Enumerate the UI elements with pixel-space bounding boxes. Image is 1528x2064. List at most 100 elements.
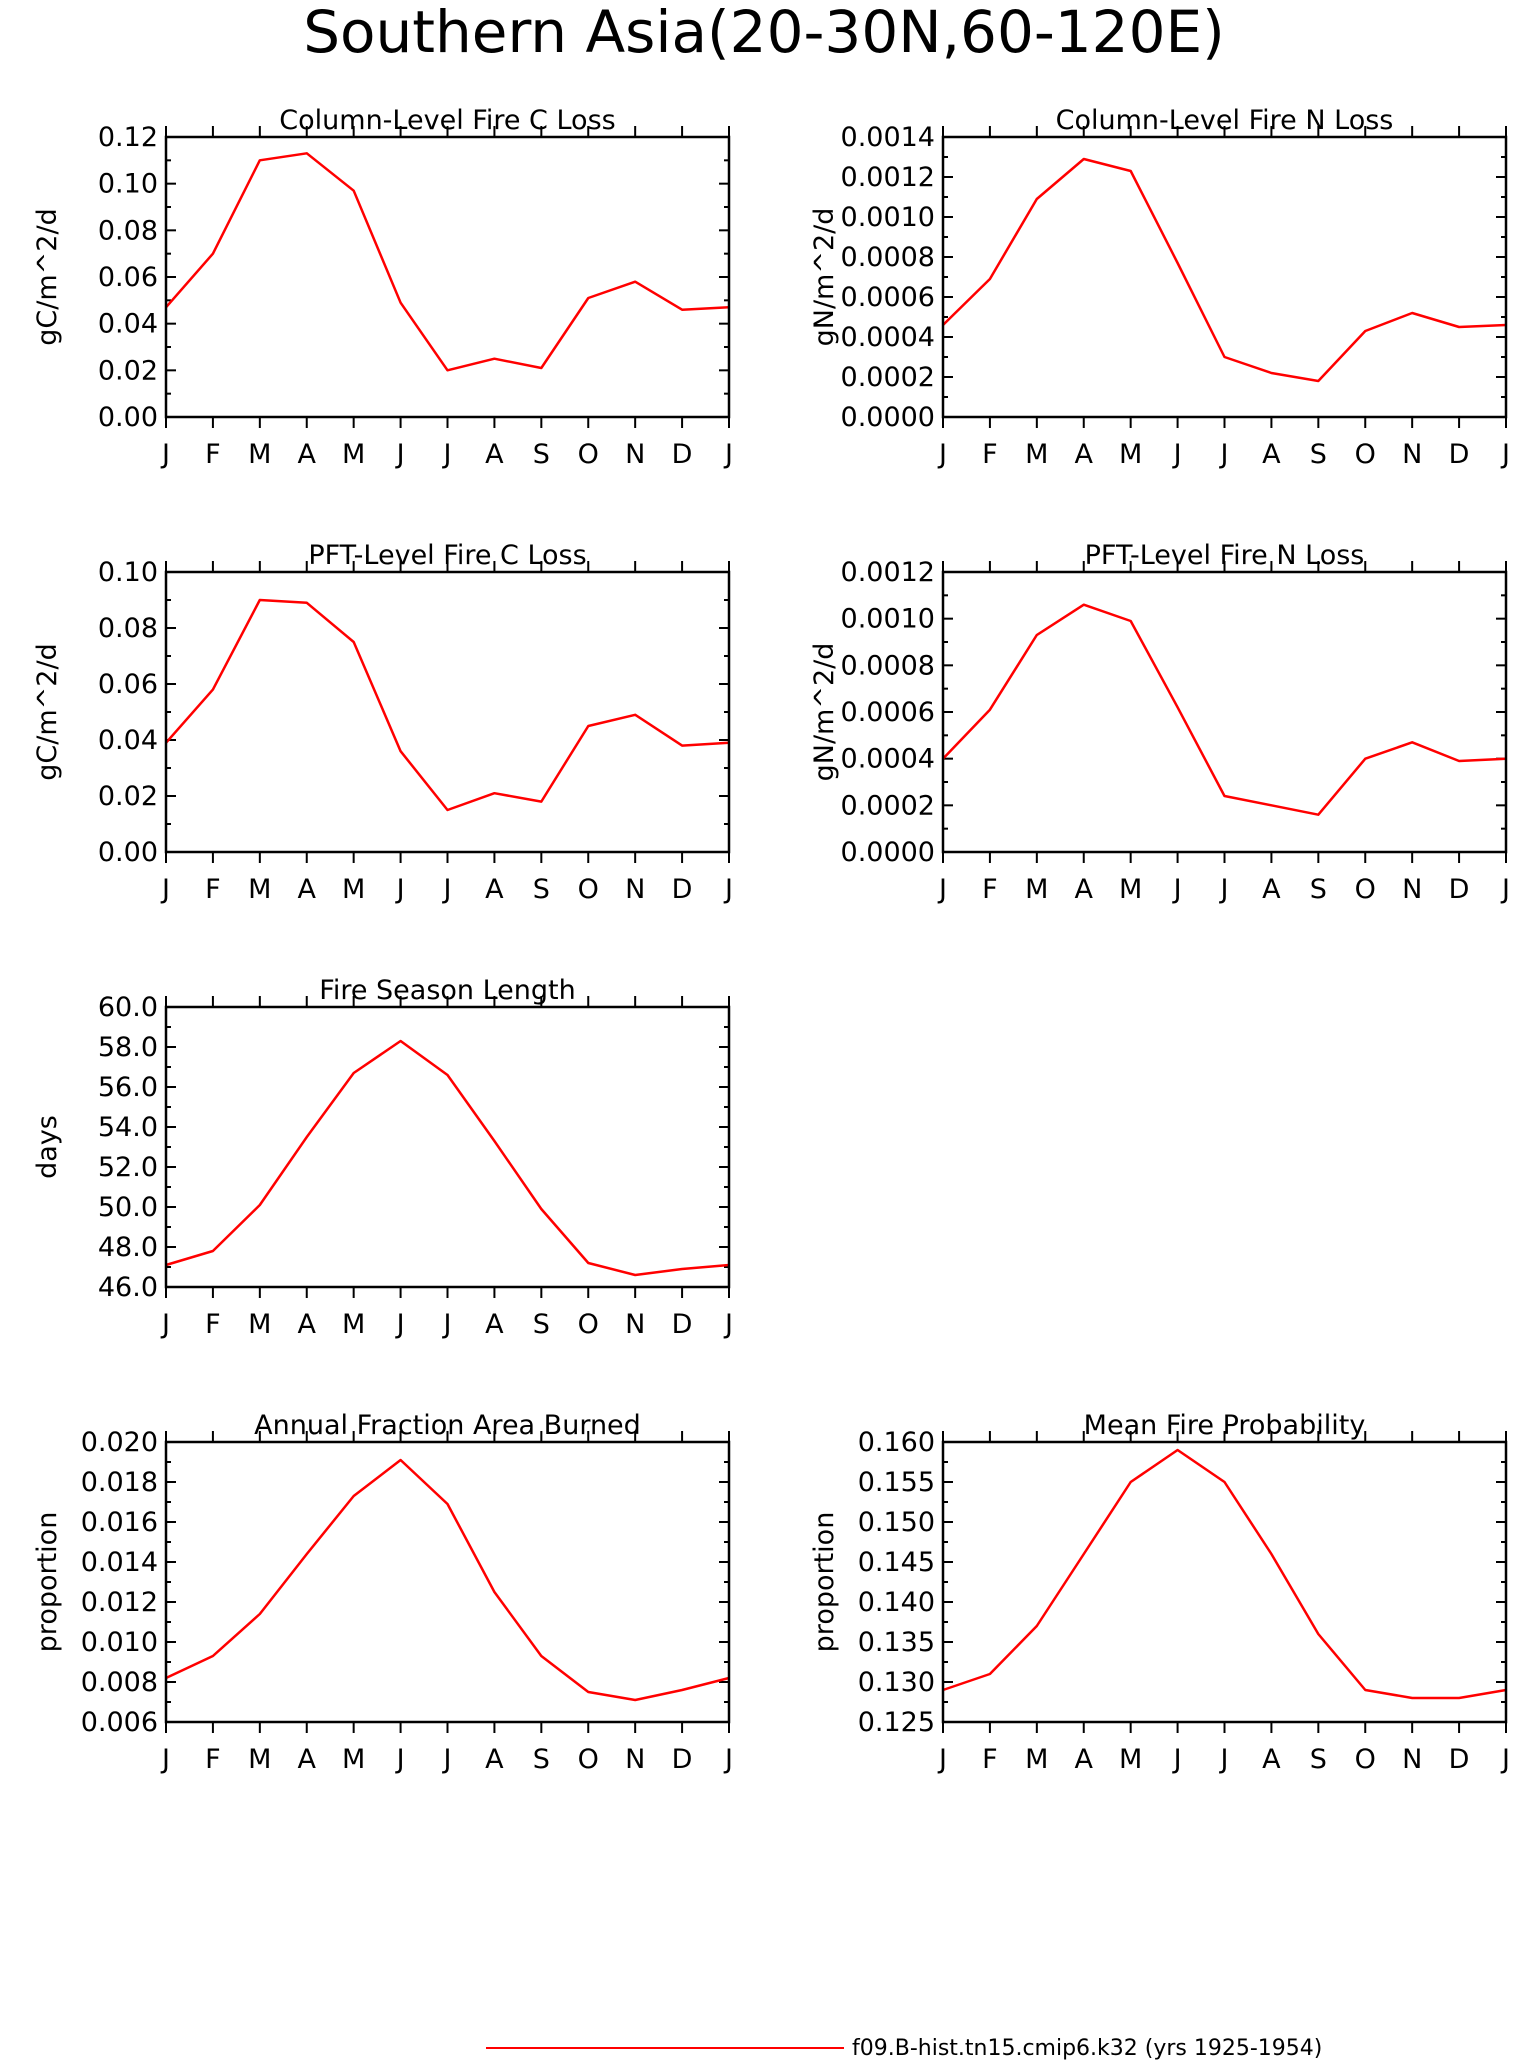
x-tick-label: J: [395, 1309, 405, 1340]
x-tick-label: F: [205, 874, 221, 905]
y-axis-label: proportion: [32, 1512, 63, 1653]
chart-panel: Annual Fraction Area Burned0.0060.0080.0…: [32, 1410, 733, 1775]
x-tick-label: J: [937, 874, 947, 905]
x-tick-label: D: [672, 439, 693, 470]
figure-title: Southern Asia(20-30N,60-120E): [303, 0, 1225, 66]
y-tick-label: 0.0008: [841, 242, 935, 273]
x-tick-label: S: [1310, 874, 1327, 905]
x-tick-label: D: [1449, 439, 1470, 470]
y-tick-label: 0.0010: [841, 604, 935, 635]
plot-frame: [164, 1440, 731, 1724]
y-tick-label: 0.12: [98, 122, 158, 153]
x-tick-label: N: [625, 1744, 645, 1775]
y-tick-label: 0.125: [858, 1707, 935, 1738]
x-tick-label: J: [1219, 1744, 1229, 1775]
x-tick-label: J: [1500, 439, 1510, 470]
y-tick-label: 56.0: [98, 1072, 158, 1103]
series-line: [165, 598, 730, 812]
y-tick-label: 60.0: [98, 992, 158, 1023]
x-tick-label: J: [160, 1744, 170, 1775]
x-tick-label: S: [533, 874, 550, 905]
y-tick-label: 0.00: [98, 837, 158, 868]
x-tick-label: O: [578, 1744, 599, 1775]
x-tick-label: J: [395, 874, 405, 905]
x-tick-label: D: [672, 1744, 693, 1775]
y-tick-label: 0.06: [98, 669, 158, 700]
chart-panel: PFT-Level Fire N Loss0.00000.00020.00040…: [809, 540, 1510, 905]
x-tick-label: F: [982, 1744, 998, 1775]
x-tick-label: N: [625, 439, 645, 470]
x-tick-label: A: [1262, 1744, 1281, 1775]
x-tick-label: M: [248, 439, 271, 470]
x-tick-label: N: [625, 874, 645, 905]
x-tick-label: S: [533, 439, 550, 470]
plot-frame: [941, 135, 1508, 419]
x-tick-label: A: [485, 874, 504, 905]
y-tick-label: 0.0002: [841, 362, 935, 393]
y-tick-label: 0.016: [81, 1507, 158, 1538]
y-tick-label: 0.0006: [841, 282, 935, 313]
y-axis-label: gC/m^2/d: [32, 208, 63, 345]
y-tick-label: 0.02: [98, 355, 158, 386]
x-tick-label: J: [937, 1744, 947, 1775]
x-tick-label: J: [442, 1744, 452, 1775]
chart-panel: Column-Level Fire N Loss0.00000.00020.00…: [809, 105, 1510, 470]
x-tick-label: A: [1075, 1744, 1094, 1775]
chart-panel: Fire Season Length46.048.050.052.054.056…: [32, 975, 733, 1340]
x-tick-label: A: [1262, 874, 1281, 905]
x-tick-label: M: [1025, 874, 1048, 905]
y-tick-label: 0.0006: [841, 697, 935, 728]
x-tick-label: M: [342, 874, 365, 905]
y-tick-label: 0.04: [98, 725, 158, 756]
y-tick-label: 0.020: [81, 1427, 158, 1458]
y-tick-label: 0.08: [98, 215, 158, 246]
x-tick-label: D: [1449, 1744, 1470, 1775]
y-tick-label: 0.08: [98, 613, 158, 644]
y-tick-label: 0.130: [858, 1667, 935, 1698]
series-line: [942, 157, 1507, 383]
x-tick-label: F: [205, 1744, 221, 1775]
y-tick-label: 0.0004: [841, 322, 935, 353]
x-tick-label: J: [1500, 874, 1510, 905]
x-tick-label: O: [1355, 439, 1376, 470]
x-tick-label: J: [442, 1309, 452, 1340]
y-tick-label: 0.0012: [841, 162, 935, 193]
x-tick-label: O: [578, 439, 599, 470]
x-tick-label: N: [1402, 874, 1422, 905]
y-tick-label: 0.006: [81, 1707, 158, 1738]
y-axis-label: days: [32, 1115, 63, 1179]
y-tick-label: 0.014: [81, 1547, 158, 1578]
chart-panel: PFT-Level Fire C Loss0.000.020.040.060.0…: [32, 540, 733, 905]
y-tick-label: 0.0014: [841, 122, 935, 153]
x-tick-label: A: [298, 1744, 317, 1775]
chart-panel: Mean Fire Probability0.1250.1300.1350.14…: [809, 1410, 1510, 1775]
x-tick-label: J: [1500, 1744, 1510, 1775]
y-tick-label: 0.008: [81, 1667, 158, 1698]
x-tick-label: J: [160, 874, 170, 905]
x-tick-label: M: [342, 1744, 365, 1775]
x-tick-label: A: [1075, 439, 1094, 470]
y-tick-label: 52.0: [98, 1152, 158, 1183]
x-tick-label: F: [982, 439, 998, 470]
y-tick-label: 0.160: [858, 1427, 935, 1458]
x-tick-label: D: [672, 1309, 693, 1340]
y-tick-label: 0.0004: [841, 744, 935, 775]
x-tick-label: J: [723, 439, 733, 470]
x-tick-label: F: [982, 874, 998, 905]
x-tick-label: N: [1402, 439, 1422, 470]
x-tick-label: M: [248, 1744, 271, 1775]
y-tick-label: 0.012: [81, 1587, 158, 1618]
y-tick-label: 0.04: [98, 309, 158, 340]
y-axis-label: gC/m^2/d: [32, 643, 63, 780]
x-tick-label: J: [160, 1309, 170, 1340]
y-tick-label: 48.0: [98, 1232, 158, 1263]
x-tick-label: O: [578, 874, 599, 905]
x-tick-label: S: [1310, 1744, 1327, 1775]
x-tick-label: A: [485, 439, 504, 470]
series-line: [942, 603, 1507, 816]
x-tick-label: F: [205, 1309, 221, 1340]
x-tick-label: F: [205, 439, 221, 470]
y-tick-label: 54.0: [98, 1112, 158, 1143]
y-axis-label: gN/m^2/d: [809, 643, 840, 782]
